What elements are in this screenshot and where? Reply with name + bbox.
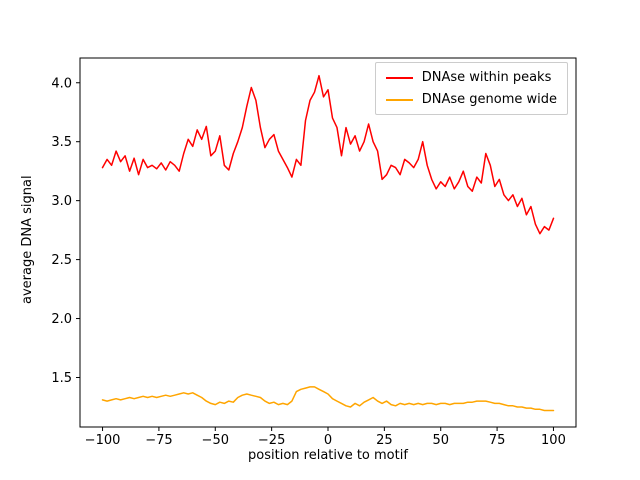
red-line-swatch-icon [385,76,413,79]
svg-text:−75: −75 [145,433,172,448]
svg-text:3.0: 3.0 [51,194,72,209]
svg-text:−50: −50 [202,433,229,448]
x-axis-label: position relative to motif [248,448,408,463]
legend-label: DNAse within peaks [421,70,552,85]
legend-item-dnase-within-peaks: DNAse within peaks [385,70,557,85]
svg-text:1.5: 1.5 [51,371,72,386]
svg-text:4.0: 4.0 [51,76,72,91]
legend: DNAse within peaks DNAse genome wide [374,62,568,115]
orange-line-swatch-icon [385,98,413,101]
legend-item-dnase-genome-wide: DNAse genome wide [385,92,557,107]
svg-text:25: 25 [376,433,393,448]
svg-text:0: 0 [324,433,332,448]
svg-text:50: 50 [432,433,449,448]
svg-text:−100: −100 [85,433,121,448]
y-axis-label: average DNA signal [20,175,35,304]
svg-text:75: 75 [489,433,506,448]
svg-text:−25: −25 [258,433,285,448]
svg-text:100: 100 [541,433,566,448]
svg-text:3.5: 3.5 [51,135,72,150]
svg-text:2.0: 2.0 [51,312,72,327]
legend-label: DNAse genome wide [421,92,557,107]
svg-text:2.5: 2.5 [51,253,72,268]
